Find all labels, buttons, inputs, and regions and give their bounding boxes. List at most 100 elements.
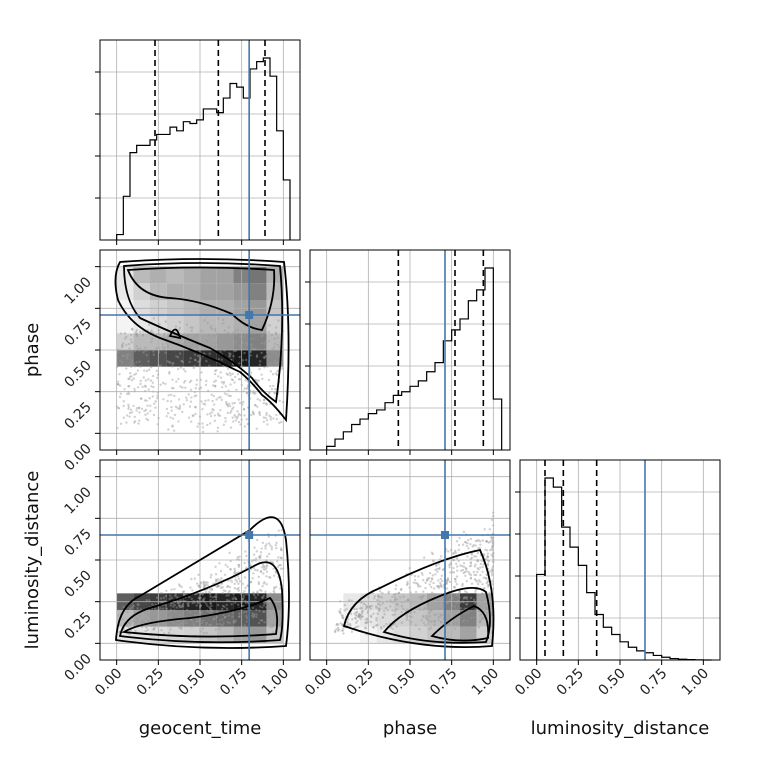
scatter-point-geocent_time-luminosity_distance-594 bbox=[216, 603, 220, 607]
scatter-point-phase-luminosity_distance-686 bbox=[485, 549, 489, 552]
scatter-point-phase-luminosity_distance-327 bbox=[486, 555, 490, 559]
scatter-point-geocent_time-luminosity_distance-22 bbox=[230, 603, 233, 606]
scatter-point-geocent_time-luminosity_distance-617 bbox=[149, 613, 152, 617]
scatter-point-geocent_time-phase-499 bbox=[189, 400, 193, 403]
scatter-point-geocent_time-luminosity_distance-534 bbox=[221, 618, 224, 621]
scatter-point-geocent_time-luminosity_distance-558 bbox=[264, 544, 267, 548]
scatter-point-geocent_time-luminosity_distance-140 bbox=[145, 609, 149, 613]
scatter-point-phase-luminosity_distance-576 bbox=[410, 620, 413, 624]
scatter-point-geocent_time-luminosity_distance-37 bbox=[149, 613, 152, 617]
scatter-point-geocent_time-phase-100 bbox=[262, 356, 266, 359]
scatter-point-phase-luminosity_distance-2 bbox=[465, 544, 469, 548]
scatter-point-geocent_time-luminosity_distance-28 bbox=[166, 616, 169, 619]
scatter-point-geocent_time-luminosity_distance-216 bbox=[279, 556, 283, 559]
scatter-point-geocent_time-phase-392 bbox=[187, 333, 190, 337]
scatter-point-geocent_time-luminosity_distance-344 bbox=[218, 584, 221, 588]
scatter-point-geocent_time-luminosity_distance-589 bbox=[137, 603, 140, 606]
scatter-point-phase-luminosity_distance-257 bbox=[491, 579, 494, 583]
xtick-label-phase-4: 1.00 bbox=[469, 666, 502, 699]
scatter-point-geocent_time-luminosity_distance-247 bbox=[208, 623, 211, 627]
scatter-point-geocent_time-phase-20 bbox=[214, 345, 217, 348]
scatter-point-phase-luminosity_distance-358 bbox=[417, 575, 420, 578]
scatter-point-geocent_time-phase-116 bbox=[229, 352, 232, 356]
scatter-point-geocent_time-luminosity_distance-275 bbox=[202, 582, 205, 585]
scatter-point-geocent_time-luminosity_distance-520 bbox=[195, 604, 198, 607]
scatter-point-geocent_time-phase-622 bbox=[148, 368, 151, 371]
scatter-point-geocent_time-phase-355 bbox=[215, 368, 218, 372]
scatter-point-geocent_time-luminosity_distance-228 bbox=[193, 613, 197, 617]
scatter-point-phase-luminosity_distance-141 bbox=[437, 563, 441, 566]
scatter-point-phase-luminosity_distance-662 bbox=[440, 613, 444, 617]
scatter-point-geocent_time-luminosity_distance-527 bbox=[200, 611, 203, 614]
density-cell-geocent_time-phase-4-9 bbox=[266, 333, 284, 350]
scatter-point-geocent_time-luminosity_distance-262 bbox=[225, 594, 228, 597]
scatter-point-geocent_time-luminosity_distance-590 bbox=[214, 598, 218, 601]
scatter-point-phase-luminosity_distance-203 bbox=[448, 566, 451, 569]
density-cell-geocent_time-phase-3-5 bbox=[200, 316, 217, 334]
scatter-point-phase-luminosity_distance-156 bbox=[422, 590, 425, 593]
scatter-point-geocent_time-phase-673 bbox=[189, 379, 193, 382]
scatter-point-geocent_time-phase-127 bbox=[236, 415, 240, 418]
truth-marker-phase-luminosity_distance bbox=[441, 531, 449, 539]
scatter-point-phase-luminosity_distance-498 bbox=[465, 603, 468, 606]
scatter-point-geocent_time-luminosity_distance-473 bbox=[143, 611, 146, 614]
scatter-point-geocent_time-phase-301 bbox=[205, 339, 208, 343]
scatter-point-geocent_time-phase-118 bbox=[161, 346, 164, 349]
scatter-point-phase-luminosity_distance-345 bbox=[377, 602, 380, 606]
scatter-point-geocent_time-luminosity_distance-500 bbox=[155, 596, 159, 599]
scatter-point-geocent_time-luminosity_distance-400 bbox=[175, 606, 178, 609]
scatter-point-phase-luminosity_distance-225 bbox=[439, 583, 443, 586]
scatter-point-phase-luminosity_distance-46 bbox=[433, 620, 436, 623]
density-cell-geocent_time-luminosity_distance-0-4 bbox=[183, 626, 200, 644]
scatter-point-geocent_time-phase-281 bbox=[272, 362, 275, 365]
scatter-point-phase-luminosity_distance-251 bbox=[474, 590, 477, 594]
scatter-point-phase-luminosity_distance-346 bbox=[389, 605, 392, 608]
ytick-label-luminosity_distance-3: 0.75 bbox=[61, 526, 94, 559]
scatter-point-phase-luminosity_distance-84 bbox=[424, 587, 427, 590]
scatter-point-geocent_time-phase-179 bbox=[272, 384, 275, 388]
scatter-point-geocent_time-luminosity_distance-181 bbox=[132, 604, 135, 608]
scatter-point-phase-luminosity_distance-511 bbox=[438, 566, 441, 570]
scatter-point-phase-luminosity_distance-553 bbox=[458, 615, 462, 619]
scatter-point-geocent_time-luminosity_distance-250 bbox=[180, 605, 183, 609]
scatter-point-geocent_time-phase-579 bbox=[161, 342, 165, 346]
ylabel-phase: phase bbox=[22, 323, 43, 377]
scatter-point-geocent_time-luminosity_distance-115 bbox=[275, 541, 278, 545]
scatter-point-geocent_time-luminosity_distance-121 bbox=[182, 590, 186, 593]
scatter-point-geocent_time-phase-584 bbox=[225, 402, 228, 406]
scatter-point-phase-luminosity_distance-157 bbox=[368, 605, 372, 608]
scatter-point-geocent_time-phase-297 bbox=[118, 395, 122, 399]
scatter-point-geocent_time-luminosity_distance-139 bbox=[270, 545, 274, 549]
scatter-point-geocent_time-luminosity_distance-1 bbox=[177, 625, 181, 628]
scatter-point-phase-luminosity_distance-611 bbox=[412, 581, 416, 584]
scatter-point-geocent_time-phase-32 bbox=[243, 425, 247, 428]
scatter-point-geocent_time-phase-667 bbox=[274, 372, 278, 375]
scatter-point-geocent_time-phase-146 bbox=[134, 372, 138, 376]
scatter-point-phase-luminosity_distance-113 bbox=[342, 627, 345, 630]
scatter-point-geocent_time-phase-144 bbox=[121, 342, 125, 345]
scatter-point-geocent_time-luminosity_distance-32 bbox=[169, 615, 173, 619]
scatter-point-geocent_time-luminosity_distance-49 bbox=[209, 593, 212, 596]
scatter-point-phase-luminosity_distance-519 bbox=[449, 563, 452, 566]
scatter-point-geocent_time-luminosity_distance-97 bbox=[142, 620, 145, 623]
scatter-point-phase-luminosity_distance-52 bbox=[447, 616, 450, 619]
scatter-point-geocent_time-luminosity_distance-306 bbox=[256, 593, 260, 597]
scatter-point-phase-luminosity_distance-479 bbox=[474, 608, 477, 611]
scatter-point-geocent_time-phase-267 bbox=[168, 370, 171, 374]
scatter-point-geocent_time-luminosity_distance-610 bbox=[183, 618, 186, 622]
scatter-point-geocent_time-phase-491 bbox=[229, 394, 232, 398]
scatter-point-geocent_time-luminosity_distance-630 bbox=[236, 575, 240, 578]
xtick-label-phase-0: 0.00 bbox=[302, 666, 335, 699]
scatter-point-geocent_time-luminosity_distance-495 bbox=[180, 627, 183, 631]
scatter-point-phase-luminosity_distance-8 bbox=[452, 566, 455, 570]
scatter-point-geocent_time-phase-444 bbox=[211, 407, 214, 411]
scatter-point-geocent_time-phase-65 bbox=[167, 394, 170, 397]
scatter-point-geocent_time-phase-457 bbox=[275, 413, 278, 417]
scatter-point-geocent_time-phase-455 bbox=[203, 403, 207, 406]
scatter-point-phase-luminosity_distance-298 bbox=[481, 539, 485, 542]
scatter-point-phase-luminosity_distance-567 bbox=[422, 594, 425, 598]
density-cell-geocent_time-phase-0-4 bbox=[183, 266, 200, 284]
scatter-point-geocent_time-luminosity_distance-516 bbox=[259, 605, 262, 608]
scatter-point-geocent_time-phase-360 bbox=[169, 393, 173, 397]
density-cell-geocent_time-phase-0-6 bbox=[216, 266, 234, 284]
